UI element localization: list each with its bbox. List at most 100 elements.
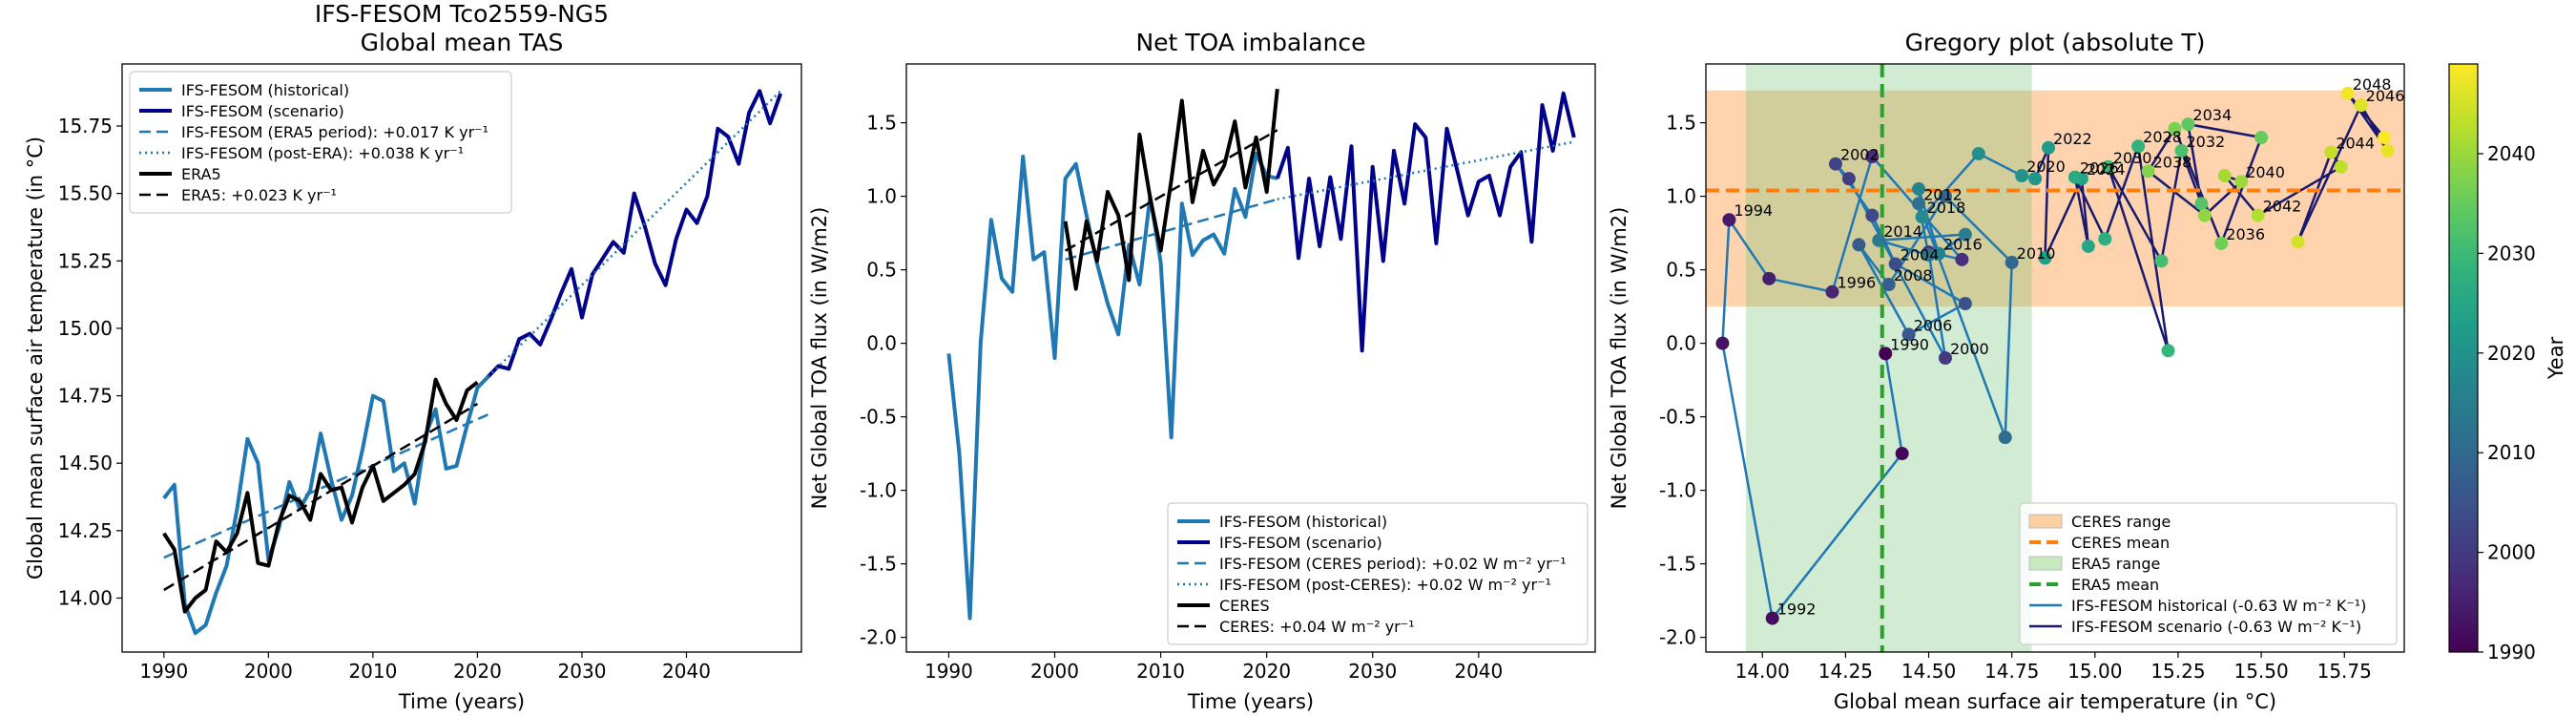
year-label: 2022 [2053, 130, 2092, 148]
legend-label: ERA5 [181, 165, 221, 183]
year-label: 2020 [2026, 158, 2066, 176]
legend-label: IFS-FESOM (post-ERA): +0.038 K yr⁻¹ [181, 144, 464, 162]
legend-label: IFS-FESOM (historical) [1219, 513, 1387, 531]
chart-1: 1990 2000 2010 2020 2030 2040 14.00 14.25 14.50 1… [24, 0, 802, 713]
chart-2: 1990 2000 2010 2020 2030 2040 -2.0 -1.5 -1.0 -0.5… [808, 29, 1596, 713]
year-label: 2006 [1914, 316, 1953, 334]
x-tick-label: 2010 [1136, 660, 1185, 683]
y-tick-label: -2.0 [860, 626, 897, 649]
y-tick-label: 1.5 [1666, 112, 1696, 135]
y-tick-label: 15.50 [58, 182, 113, 205]
y-axis-label: Global mean surface air temperature (in … [24, 137, 47, 579]
year-point [2194, 197, 2209, 211]
colorbar-tick-label: 2030 [2487, 242, 2536, 264]
y-tick-label: -1.5 [1659, 553, 1696, 576]
year-label: 2036 [2226, 225, 2265, 243]
year-point [2380, 143, 2395, 158]
plot-frame [121, 63, 802, 653]
year-point [1872, 233, 1886, 247]
series-line [486, 89, 782, 379]
year-point [2251, 208, 2265, 222]
year-label: 2044 [2336, 134, 2375, 152]
y-tick-label: -1.0 [1659, 479, 1696, 502]
year-point [2354, 98, 2368, 113]
year-point [2340, 86, 2355, 100]
year-point [2324, 145, 2338, 159]
year-point [1765, 611, 1779, 625]
y-tick-label: 1.0 [866, 185, 897, 208]
year-point [2254, 131, 2269, 144]
legend-box [1167, 502, 1589, 645]
legend-box [2019, 502, 2398, 645]
year-point [1971, 146, 1985, 160]
legend-box [129, 71, 512, 214]
legend-swatch [2028, 556, 2063, 571]
y-axis-label: Net Global TOA flux (in W/m2) [1608, 207, 1631, 510]
year-label: 2008 [1894, 266, 1933, 284]
legend-label: IFS-FESOM (post-CERES): +0.02 W m⁻² yr⁻¹ [1219, 576, 1551, 594]
colorbar-tick-label: 2040 [2487, 142, 2536, 165]
series-group [946, 88, 1576, 621]
legend-label: ERA5 mean [2071, 576, 2159, 594]
y-tick-label: 14.50 [58, 452, 113, 474]
x-tick-label: 15.50 [2233, 660, 2288, 683]
y-tick-label: 0.5 [866, 259, 897, 282]
year-point [2038, 251, 2052, 265]
x-tick-label: 2000 [244, 660, 293, 683]
year-point [2161, 344, 2175, 358]
colorbar-gradient [2448, 63, 2479, 653]
series-group [162, 89, 782, 636]
chart-title: IFS-FESOM Tco2559-NG5 [315, 0, 609, 28]
y-tick-label: -2.0 [1659, 626, 1696, 649]
y-tick-label: -1.0 [860, 479, 897, 502]
year-point [2154, 254, 2169, 268]
x-tick-label: 2000 [1030, 660, 1079, 683]
colorbar-label: Year [2545, 336, 2567, 380]
year-point [1932, 246, 1945, 261]
year-label: 2030 [2113, 149, 2152, 167]
year-point [2131, 139, 2146, 154]
year-label: 1994 [1734, 201, 1773, 220]
legend-swatch [2028, 514, 2063, 529]
x-tick-label: 2030 [558, 660, 607, 683]
year-point [1865, 150, 1880, 164]
y-tick-label: 1.0 [1666, 185, 1696, 208]
legend-label: CERES range [2071, 513, 2171, 531]
year-point [1865, 208, 1880, 222]
chart-title: Net TOA imbalance [1135, 29, 1365, 56]
year-point [2291, 235, 2305, 249]
year-point [1888, 257, 1902, 271]
x-axis-label: Global mean surface air temperature (in … [1834, 690, 2276, 713]
colorbar-tick-label: 2010 [2487, 441, 2536, 464]
year-label: 1992 [1777, 600, 1817, 619]
year-point [2378, 131, 2392, 144]
year-point [2015, 169, 2029, 183]
year-point [2028, 172, 2043, 186]
year-point [2217, 169, 2232, 183]
year-label: 1990 [1890, 335, 1929, 353]
year-point [1912, 181, 1926, 196]
year-label: 2024 [2087, 160, 2126, 179]
x-tick-label: 15.00 [2067, 660, 2122, 683]
year-point [2197, 208, 2212, 222]
year-point [1998, 431, 2012, 445]
x-tick-label: 14.50 [1901, 660, 1956, 683]
x-tick-label: 1990 [139, 660, 188, 683]
y-tick-label: 14.75 [58, 385, 113, 408]
year-point [2181, 117, 2195, 132]
year-point [1958, 227, 1972, 242]
year-label: 2012 [1923, 185, 1963, 203]
legend-label: IFS-FESOM (scenario) [181, 102, 344, 120]
y-tick-label: 15.75 [58, 115, 113, 137]
x-tick-label: 2010 [348, 660, 397, 683]
colorbar-tick-label: 1990 [2487, 641, 2536, 663]
gregory-plot-area: 1990 1992 1994 1996 2000 2002 2004 2006 2008 2010… [1706, 64, 2404, 652]
year-label: 2010 [2017, 244, 2056, 263]
legend-label: IFS-FESOM (historical) [181, 81, 349, 99]
series-line [1275, 91, 1576, 353]
y-tick-label: 0.0 [866, 332, 897, 355]
x-tick-label: 2020 [1242, 660, 1291, 683]
year-point [1901, 327, 1916, 342]
series-line [163, 402, 479, 592]
year-point [1922, 248, 1936, 263]
